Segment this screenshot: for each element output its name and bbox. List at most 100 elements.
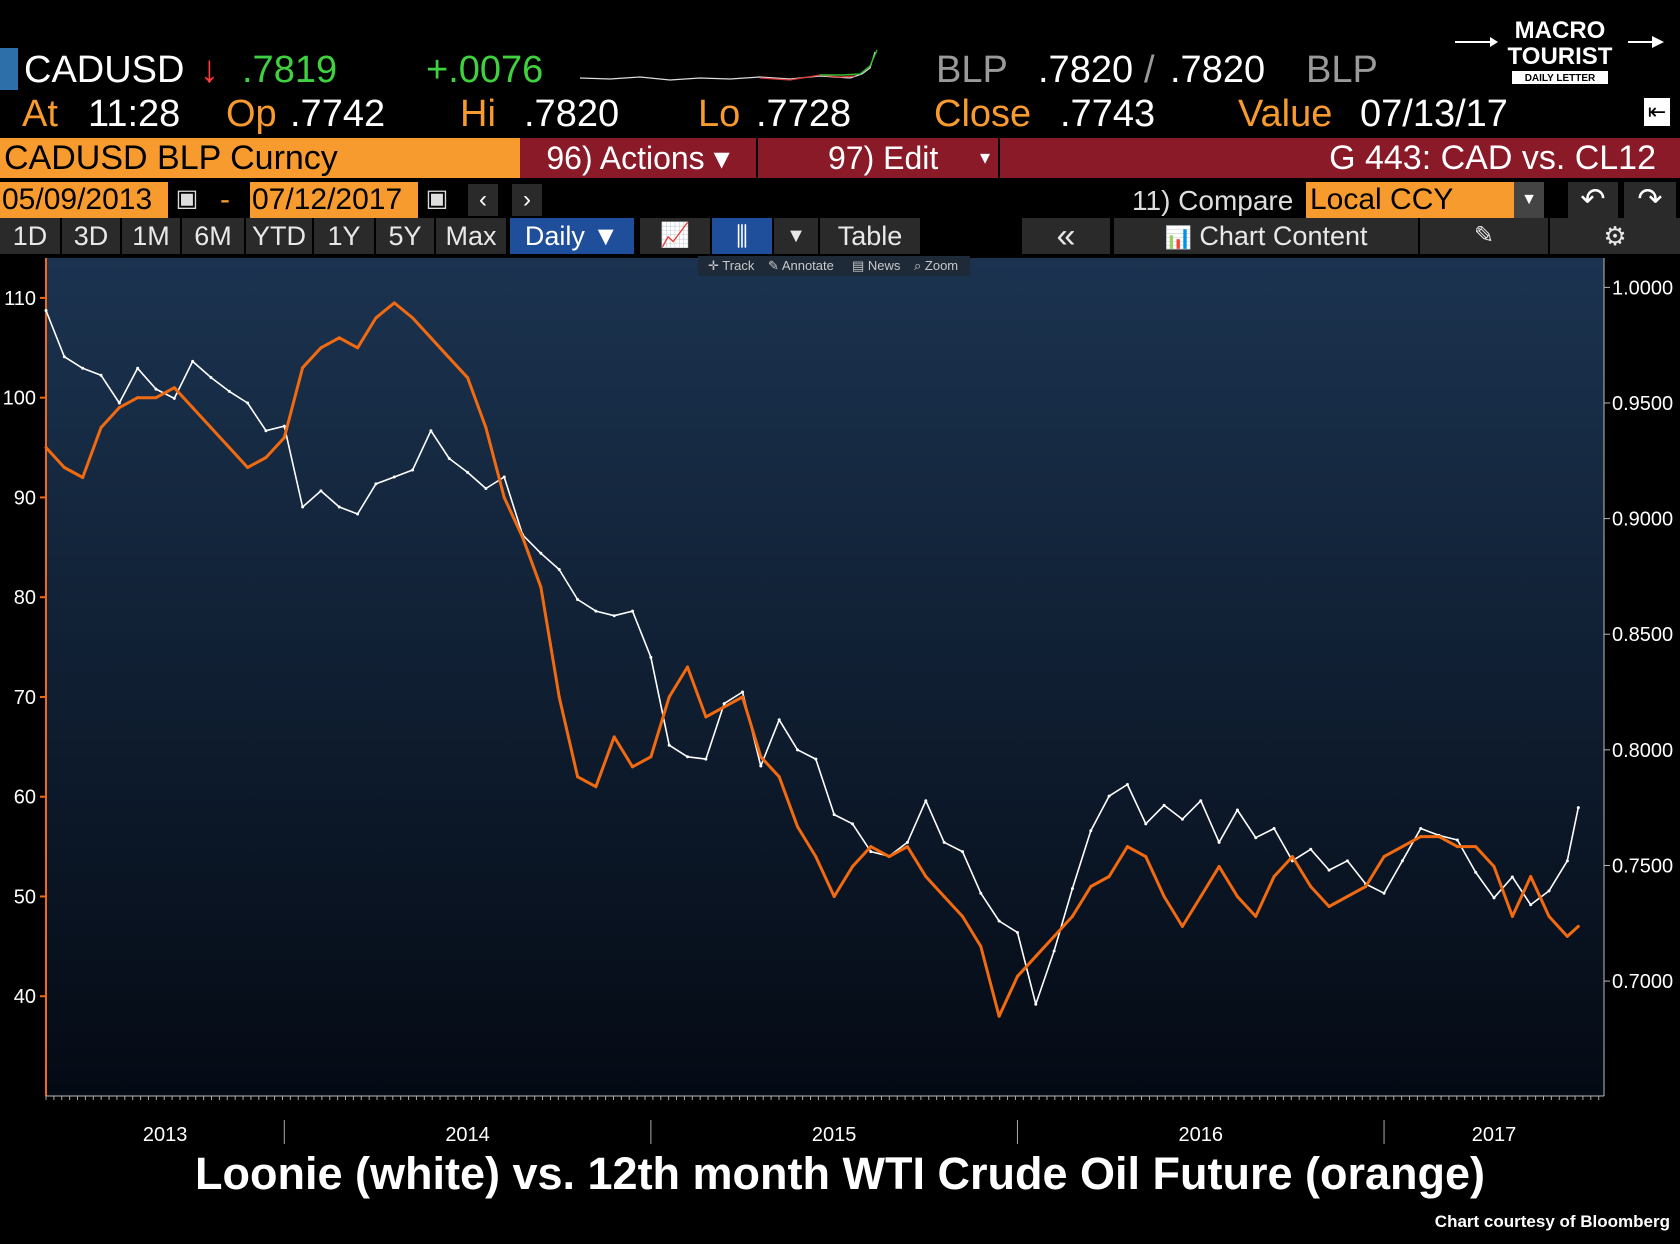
wti-point <box>227 446 231 450</box>
prev-period-button[interactable]: ‹ <box>468 184 498 216</box>
loonie-point <box>301 505 305 509</box>
ticker: CADUSD <box>24 49 185 91</box>
wti-point <box>154 396 158 400</box>
range-1d-button[interactable]: 1D <box>0 218 62 254</box>
frequency-select[interactable]: Daily ▼ <box>510 218 636 254</box>
wti-point <box>1107 875 1111 879</box>
wti-point <box>356 346 360 350</box>
wti-point <box>411 316 415 320</box>
wti-point <box>1015 974 1019 978</box>
start-date-field[interactable]: 05/09/2013 <box>0 182 168 218</box>
right-tick-label: 0.7500 <box>1612 855 1673 877</box>
wti-point <box>1070 914 1074 918</box>
start-calendar-icon[interactable]: ▣ <box>175 185 199 212</box>
line-chart-icon[interactable]: 📈 <box>640 218 712 254</box>
track-label: Track <box>722 258 755 273</box>
wti-point <box>117 406 121 410</box>
loonie-point <box>246 401 250 405</box>
intraday-sparkline <box>580 49 878 81</box>
loonie-point <box>869 850 873 854</box>
track-icon: ✛ <box>708 258 719 273</box>
next-period-button[interactable]: › <box>512 184 542 216</box>
loonie-point <box>466 470 470 474</box>
chart-content-button[interactable]: 📊 Chart Content <box>1114 218 1420 254</box>
value-date: 07/13/17 <box>1360 93 1508 135</box>
loonie-point <box>997 919 1001 923</box>
wti-point <box>814 855 818 859</box>
right-tick-label: 0.9000 <box>1612 509 1673 531</box>
loonie-point <box>374 482 378 486</box>
loonie-point <box>1015 931 1019 935</box>
edit-label: 97) Edit <box>828 140 939 176</box>
actions-menu[interactable]: 96) Actions ▾ <box>520 138 756 178</box>
loonie-point <box>337 505 341 509</box>
end-calendar-icon[interactable]: ▣ <box>425 185 449 212</box>
wti-point <box>521 535 525 539</box>
loonie-point <box>1474 870 1478 874</box>
wti-point <box>960 914 964 918</box>
redo-icon[interactable]: ↷ <box>1624 182 1676 218</box>
bar-chart-icon[interactable]: ⫼ <box>712 218 774 254</box>
news-label: News <box>867 258 901 273</box>
loonie-point <box>539 551 543 555</box>
loonie-point <box>81 366 85 370</box>
wti-point <box>62 466 66 469</box>
wti-point <box>1382 855 1386 859</box>
loonie-point <box>264 429 268 433</box>
settings-gear-icon[interactable]: ⚙ <box>1550 218 1680 254</box>
annotate-label: Annotate <box>781 258 834 273</box>
loonie-point <box>1576 806 1580 810</box>
security-field[interactable]: CADUSD BLP Curncy <box>0 138 522 178</box>
currency-select[interactable]: Local CCY <box>1306 182 1514 218</box>
chart-type-dropdown-icon[interactable]: ▼ <box>774 218 820 254</box>
wti-point <box>1345 894 1349 898</box>
wti-point <box>264 456 268 460</box>
close-label: Close <box>934 93 1032 135</box>
wti-point <box>1290 855 1294 859</box>
wti-point <box>1510 914 1514 918</box>
range-5y-button[interactable]: 5Y <box>376 218 436 254</box>
wti-point <box>1144 855 1148 859</box>
compare-button[interactable]: 11) Compare <box>1132 185 1294 216</box>
currency-dropdown-icon[interactable]: ▼ <box>1514 182 1544 218</box>
end-date-field[interactable]: 07/12/2017 <box>250 182 418 218</box>
track-tool[interactable]: ✛ Track <box>708 256 754 276</box>
range-max-button[interactable]: Max <box>436 218 508 254</box>
range-1m-button[interactable]: 1M <box>122 218 182 254</box>
loonie-point <box>649 655 653 659</box>
wti-point <box>1125 845 1129 849</box>
range-ytd-button[interactable]: YTD <box>246 218 314 254</box>
wti-point <box>887 855 891 859</box>
wti-point <box>796 825 800 829</box>
annotate-tool[interactable]: ✎ Annotate <box>768 256 834 276</box>
zoom-icon: ⌕ <box>914 258 922 273</box>
loonie-point <box>136 366 140 370</box>
wti-point <box>777 775 781 779</box>
popout-icon[interactable]: ⇤ <box>1644 98 1670 126</box>
left-tick-label: 60 <box>14 787 36 809</box>
loonie-point <box>319 489 323 493</box>
zoom-tool[interactable]: ⌕ Zoom <box>914 256 958 276</box>
high-label: Hi <box>460 93 496 135</box>
end-date: 07/12/2017 <box>252 183 403 216</box>
edit-menu[interactable]: 97) Edit ▾ <box>758 138 998 178</box>
wti-point <box>832 894 836 898</box>
undo-icon[interactable]: ↶ <box>1568 182 1618 218</box>
loonie-point <box>667 743 671 747</box>
collapse-button[interactable]: « <box>1022 218 1112 254</box>
edit-chart-icon[interactable]: ✎ <box>1420 218 1550 254</box>
at-time: 11:28 <box>88 93 181 135</box>
right-tick-label: 0.9500 <box>1612 393 1673 415</box>
news-tool[interactable]: ▤ News <box>852 256 900 276</box>
table-button[interactable]: Table <box>820 218 922 254</box>
loonie-point <box>631 609 635 613</box>
wti-point <box>1492 865 1496 869</box>
loonie-point <box>1125 783 1129 787</box>
loonie-point <box>227 389 231 393</box>
wti-point <box>246 466 250 469</box>
range-3d-button[interactable]: 3D <box>62 218 122 254</box>
wti-point <box>319 346 323 350</box>
range-1y-button[interactable]: 1Y <box>314 218 376 254</box>
wti-point <box>337 336 341 340</box>
range-6m-button[interactable]: 6M <box>182 218 246 254</box>
